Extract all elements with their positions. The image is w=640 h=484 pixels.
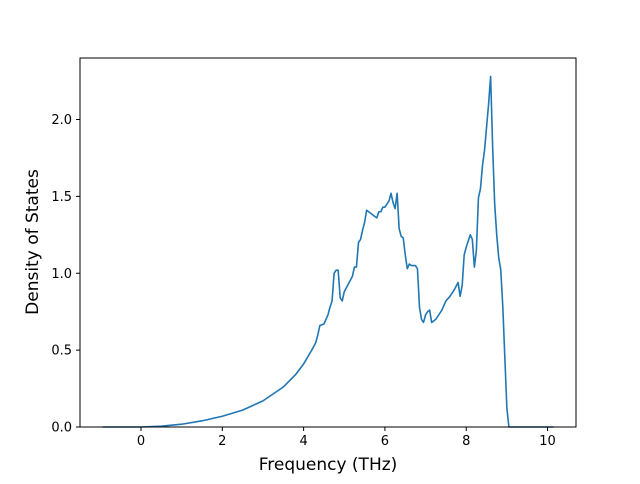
x-axis-label: Frequency (THz) <box>259 455 398 475</box>
axes-frame <box>79 57 577 428</box>
x-axis: 0 2 4 6 8 10 <box>137 427 556 449</box>
x-tick-label: 0 <box>137 434 145 449</box>
x-tick-label: 10 <box>539 434 556 449</box>
x-tick-label: 2 <box>218 434 226 449</box>
y-axis: 0.0 0.5 1.0 1.5 2.0 <box>51 113 80 436</box>
x-tick-label: 4 <box>299 434 307 449</box>
x-tick-label: 8 <box>462 434 470 449</box>
series-line-0 <box>102 75 554 428</box>
y-tick-label: 0.0 <box>51 421 72 436</box>
x-tick-label: 6 <box>381 434 389 449</box>
plot-area <box>102 75 554 428</box>
y-tick-label: 1.5 <box>51 190 72 205</box>
y-tick-label: 2.0 <box>51 113 72 128</box>
y-axis-label: Density of States <box>23 169 43 315</box>
y-tick-label: 0.5 <box>51 344 72 359</box>
y-tick-label: 1.0 <box>51 267 72 282</box>
